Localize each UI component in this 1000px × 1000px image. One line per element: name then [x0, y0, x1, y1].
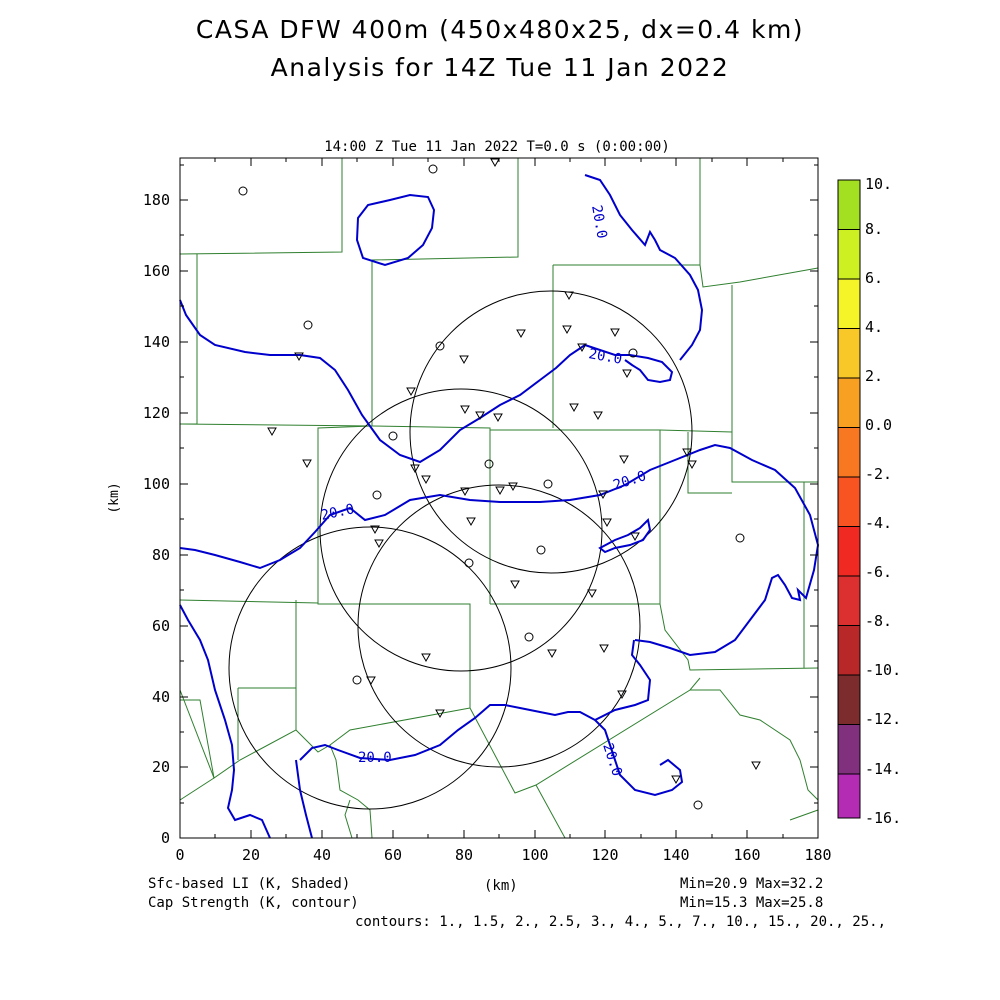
x-tick-label: 160 [733, 846, 760, 864]
x-tick-label: 100 [521, 846, 548, 864]
county-boundaries [179, 158, 819, 839]
y-axis-label: (km) [107, 482, 122, 513]
radar-range-rings [228, 290, 693, 810]
station-marker [464, 558, 474, 568]
station-markers-circle [238, 164, 745, 810]
cap-strength-contours [179, 174, 820, 839]
colorbar-swatch [837, 773, 861, 819]
x-tick-label: 180 [804, 846, 831, 864]
contour-label: 20.0 [611, 468, 648, 494]
contour-label: 20.0 [320, 501, 356, 524]
x-tick-label: 60 [384, 846, 402, 864]
colorbar-swatch [837, 724, 861, 775]
colorbar-label: -12. [865, 710, 902, 728]
title-line-2: Analysis for 14Z Tue 11 Jan 2022 [270, 53, 730, 82]
colorbar-swatch [837, 328, 861, 379]
colorbar-swatch [837, 476, 861, 527]
y-tick-labels: 0 20 40 60 80 100 120 140 160 180 [143, 191, 170, 847]
station-marker [628, 348, 638, 358]
colorbar-swatch [837, 575, 861, 626]
station-markers-triangle [267, 158, 761, 785]
y-tick-label: 0 [161, 829, 170, 847]
contour-label: 20.0 [358, 750, 392, 766]
colorbar-label: 0.0 [865, 416, 893, 434]
colorbar-label: -2. [865, 465, 893, 483]
colorbar-swatch [837, 278, 861, 329]
station-marker [388, 431, 398, 441]
colorbar [837, 179, 861, 819]
colorbar-label: 8. [865, 220, 884, 238]
station-marker [435, 341, 445, 351]
station-marker [543, 479, 553, 489]
y-tick-label: 80 [152, 546, 170, 564]
station-marker [693, 800, 703, 810]
y-tick-label: 60 [152, 617, 170, 635]
x-tick-label: 40 [313, 846, 331, 864]
colorbar-label: -8. [865, 612, 893, 630]
colorbar-label: -4. [865, 514, 893, 532]
x-tick-label: 80 [455, 846, 473, 864]
contour-label: 20.0 [599, 741, 625, 778]
colorbar-label: -10. [865, 661, 902, 679]
y-tick-label: 180 [143, 191, 170, 209]
footer-contour-label: Cap Strength (K, contour) [148, 895, 359, 911]
station-marker [536, 545, 546, 555]
footer-shaded-minmax: Min=20.9 Max=32.2 [680, 876, 824, 892]
colorbar-swatch [837, 674, 861, 725]
x-tick-label: 20 [242, 846, 260, 864]
footer-contour-levels: contours: 1., 1.5, 2., 2.5, 3., 4., 5., … [355, 914, 887, 930]
station-marker [238, 186, 248, 196]
y-tick-label: 100 [143, 475, 170, 493]
y-tick-label: 20 [152, 758, 170, 776]
contour-label: 20.0 [587, 346, 623, 368]
colorbar-label: 6. [865, 269, 884, 287]
colorbar-label: 4. [865, 318, 884, 336]
station-marker [484, 459, 494, 469]
colorbar-swatch [837, 377, 861, 428]
x-tick-labels: 0 20 40 60 80 100 120 140 160 180 [175, 846, 831, 864]
colorbar-swatch [837, 625, 861, 676]
colorbar-label: 10. [865, 175, 893, 193]
y-tick-label: 40 [152, 688, 170, 706]
plot-frame [179, 157, 819, 839]
station-marker [428, 164, 438, 174]
colorbar-label: -6. [865, 563, 893, 581]
station-marker [735, 533, 745, 543]
plot-subtitle: 14:00 Z Tue 11 Jan 2022 T=0.0 s (0:00:00… [324, 139, 670, 155]
y-tick-label: 140 [143, 333, 170, 351]
axis-ticks [179, 158, 819, 839]
colorbar-swatch [837, 229, 861, 280]
station-marker [303, 320, 313, 330]
colorbar-swatch [837, 179, 861, 230]
station-marker [372, 490, 382, 500]
y-tick-label: 160 [143, 262, 170, 280]
colorbar-swatch [837, 427, 861, 478]
x-tick-label: 0 [175, 846, 184, 864]
footer-contour-minmax: Min=15.3 Max=25.8 [680, 895, 824, 911]
title-line-1: CASA DFW 400m (450x480x25, dx=0.4 km) [195, 15, 805, 44]
y-tick-label: 120 [143, 404, 170, 422]
colorbar-swatch [837, 526, 861, 577]
station-marker [524, 632, 534, 642]
colorbar-label: 2. [865, 367, 884, 385]
x-axis-label: (km) [484, 878, 518, 894]
contour-label: 20.0 [588, 204, 610, 240]
colorbar-label: -16. [865, 809, 902, 827]
x-tick-label: 120 [591, 846, 618, 864]
colorbar-label: -14. [865, 760, 902, 778]
footer-shaded-label: Sfc-based LI (K, Shaded) [148, 876, 351, 892]
x-tick-label: 140 [662, 846, 689, 864]
station-marker [352, 675, 362, 685]
